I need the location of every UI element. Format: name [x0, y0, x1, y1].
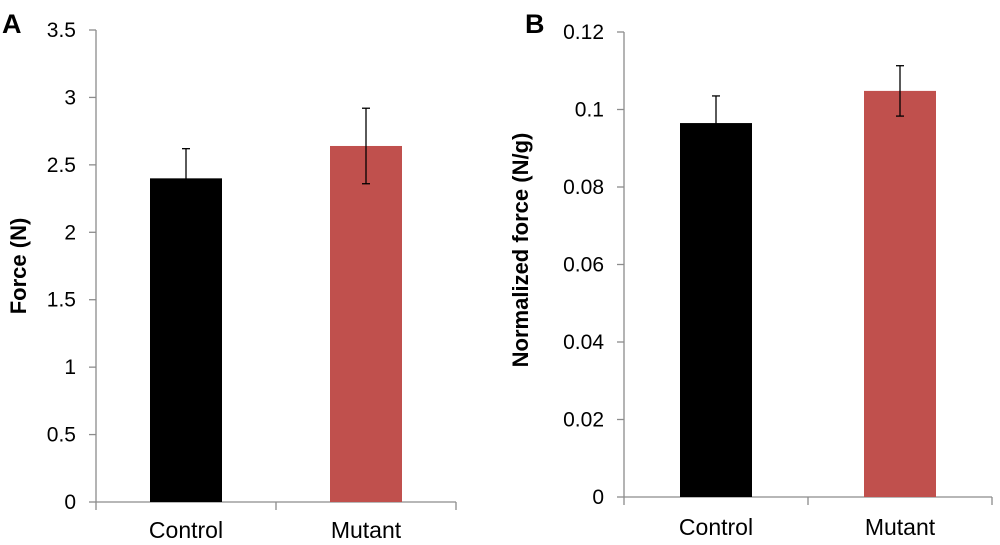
panel-b-category-label-control: Control: [679, 514, 753, 540]
panel-a-y-tick-label: 3: [64, 86, 76, 109]
panel-a-y-tick-label: 0: [64, 491, 76, 514]
panel-b-label: B: [525, 9, 545, 39]
panel-a-category-label-mutant: Mutant: [331, 517, 402, 543]
panel-b-bar-control: [680, 123, 752, 497]
panel-a-y-tick-label: 2.5: [47, 154, 76, 177]
panel-a-y-tick-label: 3.5: [47, 19, 76, 42]
panel-b-y-tick-label: 0.06: [563, 254, 604, 277]
panel-b-y-tick-label: 0.04: [563, 331, 604, 354]
panel-b-y-tick-label: 0.08: [563, 176, 604, 199]
panel-a-bar-mutant: [330, 145, 402, 502]
panel-b-y-tick-label: 0.1: [575, 99, 604, 122]
panel-a-label: A: [2, 9, 22, 39]
panel-a-y-tick-label: 1.5: [47, 289, 76, 312]
panel-b-y-tick-label: 0.02: [563, 409, 604, 432]
panel-a-category-label-control: Control: [149, 517, 223, 543]
panel-a-y-axis-label: Force (N): [6, 218, 31, 315]
panel-b-y-axis-label: Normalized force (N/g): [508, 133, 533, 368]
panel-a-chart: A Force (N) 0 0.5 1 1.5 2 2.5 3 3.5 Control Mutan…: [2, 9, 457, 543]
panel-a-bar-control: [150, 178, 222, 503]
panel-a-y-tick-label: 0.5: [47, 424, 76, 447]
panel-a-y-tick-label: 2: [64, 221, 76, 244]
panel-b-chart: B Normalized force (N/g) 0 0.02 0.04 0.06 0.…: [508, 9, 993, 540]
panel-b-bar-mutant: [864, 90, 936, 498]
panel-b-category-label-mutant: Mutant: [865, 514, 936, 540]
panel-b-y-tick-label: 0.12: [563, 21, 604, 44]
panel-a-y-tick-label: 1: [64, 356, 76, 379]
panel-b-y-tick-label: 0: [592, 486, 604, 509]
